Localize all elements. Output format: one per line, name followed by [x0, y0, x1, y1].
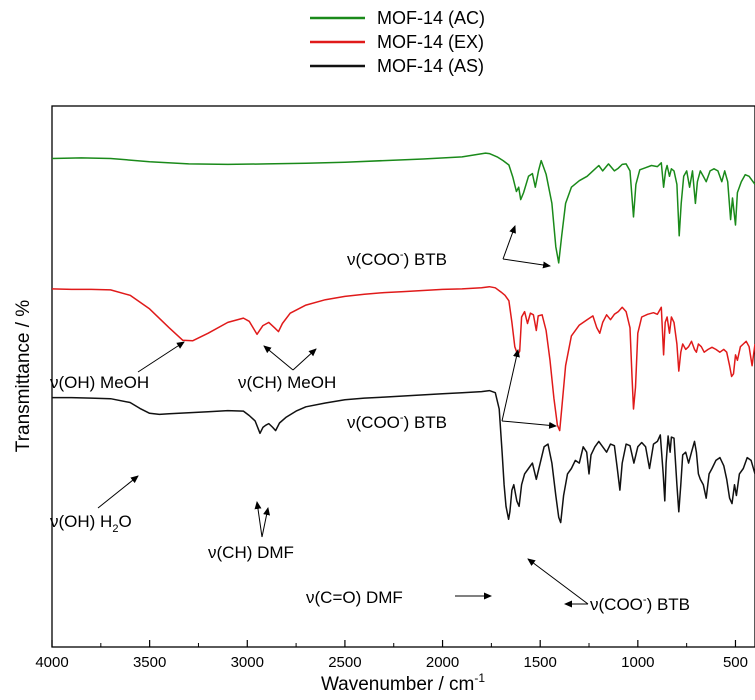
annotation-label: ν(COO-) BTB: [590, 594, 690, 614]
legend-label: MOF-14 (EX): [377, 32, 484, 52]
annotation-arrow: [137, 341, 185, 373]
annotation-label: ν(OH) H2O: [50, 512, 132, 535]
legend-label: MOF-14 (AC): [377, 8, 485, 28]
annotation-label: ν(CH) MeOH: [238, 373, 336, 392]
series-line-1: [51, 285, 755, 432]
series-line-0: [51, 152, 755, 264]
annotation-arrow: [261, 507, 271, 538]
annotation-label: ν(COO-) BTB: [347, 412, 447, 432]
x-tick-label: 2000: [426, 654, 459, 671]
annotation-label: ν(OH) MeOH: [50, 373, 149, 392]
annotation-label: ν(C=O) DMF: [306, 588, 403, 607]
y-axis-label: Transmittance / %: [13, 300, 34, 453]
annotation-arrow: [502, 258, 551, 269]
annotation-label: ν(CH) DMF: [208, 543, 294, 562]
legend: MOF-14 (AC) MOF-14 (EX) MOF-14 (AS): [310, 8, 485, 76]
annotation-arrow: [501, 349, 520, 422]
annotation-arrow: [263, 345, 294, 371]
series-line-2: [52, 389, 755, 524]
series-layer: [51, 152, 755, 524]
x-tick-label: 2500: [328, 654, 361, 671]
x-axis-label: Wavenumber / cm-1: [321, 671, 485, 695]
plot-frame: [51, 105, 755, 648]
legend-label: MOF-14 (AS): [377, 56, 484, 76]
x-tick-label: 4000: [35, 654, 68, 671]
annotations: ν(COO-) BTB ν(OH) MeOH ν(CH) MeOH ν(COO-) B…: [50, 225, 690, 614]
x-tick-label: 500: [723, 654, 748, 671]
annotation-arrow: [501, 420, 557, 429]
annotation-arrow: [292, 348, 317, 371]
x-tick-label: 3500: [133, 654, 166, 671]
annotation-arrow: [527, 558, 589, 605]
annotation-arrow: [502, 225, 516, 260]
x-tick-label: 1500: [524, 654, 557, 671]
x-tick-label: 1000: [621, 654, 654, 671]
annotation-arrow: [97, 475, 139, 509]
annotation-label: ν(COO-) BTB: [347, 249, 447, 269]
x-axis: 4000 3500 3000 2500 2000 1500 1000 500: [35, 640, 748, 671]
x-tick-label: 3000: [231, 654, 264, 671]
annotation-arrow: [254, 501, 263, 538]
